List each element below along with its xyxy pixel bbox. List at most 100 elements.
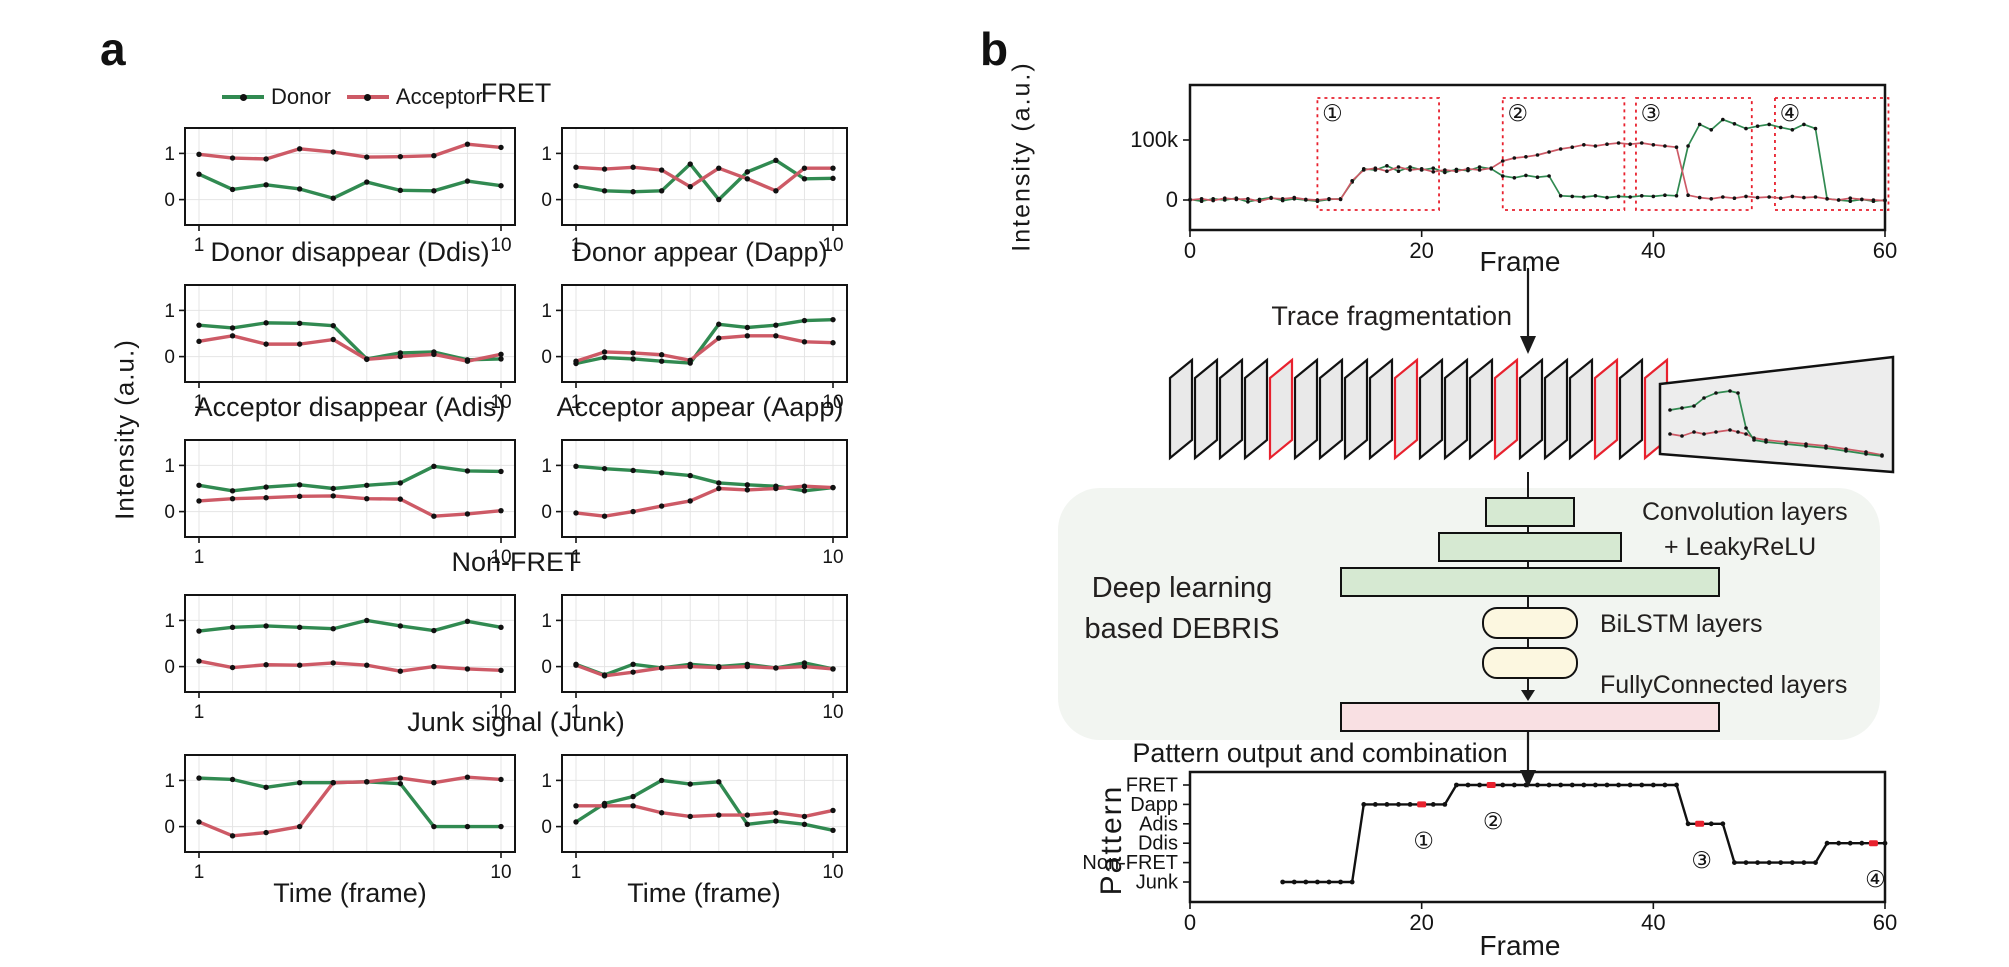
- acceptor-line-swatch: [346, 93, 389, 101]
- svg-text:20: 20: [1409, 910, 1433, 935]
- row-title-fret: FRET: [480, 78, 552, 108]
- marker-dot-icon: [239, 93, 247, 101]
- svg-text:1: 1: [541, 144, 552, 165]
- donor-line: [574, 317, 835, 366]
- chart-junk-left: 101 10: [164, 754, 516, 883]
- svg-text:40: 40: [1641, 910, 1665, 935]
- svg-text:60: 60: [1873, 910, 1897, 935]
- down-arrow-fragmentation: [1520, 268, 1536, 354]
- debris-container: [1058, 488, 1880, 740]
- acceptor-line: [197, 659, 503, 673]
- panel-a-legend: Donor Acceptor: [222, 84, 483, 110]
- svg-text:1: 1: [541, 611, 552, 632]
- pattern-section-title: Pattern output and combination: [1132, 738, 1508, 768]
- conv-layers-label: Convolution layers: [1642, 498, 1848, 526]
- svg-text:Junk: Junk: [1136, 872, 1179, 894]
- svg-text:①: ①: [1322, 101, 1343, 127]
- row-title-nonfret: Non-FRET: [451, 547, 581, 577]
- donor-line: [197, 321, 503, 362]
- svg-text:1: 1: [571, 235, 582, 256]
- svg-text:10: 10: [822, 547, 843, 568]
- chart-fret-left: 101 10: [164, 127, 516, 256]
- svg-text:0: 0: [1184, 910, 1196, 935]
- chart-dapp: 101 10: [541, 284, 848, 413]
- pattern-step-line: [1280, 782, 1888, 885]
- panel-a-label: a: [100, 23, 126, 75]
- donor-line-swatch: [222, 93, 264, 101]
- fullyconnected-layers-label: FullyConnected layers: [1600, 671, 1848, 699]
- svg-text:Dapp: Dapp: [1130, 794, 1178, 816]
- svg-text:1: 1: [164, 771, 175, 792]
- row-title-dapp: Donor appear (Dapp): [572, 237, 828, 267]
- svg-text:10: 10: [822, 392, 843, 413]
- svg-text:10: 10: [490, 547, 511, 568]
- svg-text:1: 1: [571, 702, 582, 723]
- leakyrelu-label: + LeakyReLU: [1664, 533, 1817, 561]
- svg-text:1: 1: [164, 456, 175, 477]
- donor-line: [197, 618, 503, 633]
- svg-text:0: 0: [541, 657, 552, 678]
- debris-title: Deep learning based DEBRIS: [1032, 568, 1332, 650]
- chart-nonfret-right: 101 10: [541, 594, 848, 723]
- trace-chart: 100k 0 0 20 40 60 ① ② ③ ④: [1130, 83, 1897, 263]
- panel-a-y-axis-label: Intensity (a.u.): [109, 339, 140, 520]
- svg-text:10: 10: [822, 235, 843, 256]
- panel-a-x-axis-label-right: Time (frame): [627, 878, 781, 908]
- bilstm-block-1: [1482, 607, 1578, 639]
- legend-item-donor: Donor: [222, 84, 331, 110]
- svg-text:20: 20: [1409, 238, 1433, 263]
- trace-chart-x-axis-label: Frame: [1479, 246, 1561, 277]
- donor-line: [197, 464, 503, 493]
- chart-junk-right: 101 10: [541, 754, 848, 883]
- conv-layer-block-2: [1438, 532, 1622, 562]
- svg-text:③: ③: [1641, 101, 1662, 127]
- row-title-ddis: Donor disappear (Ddis): [210, 237, 490, 267]
- legend-item-acceptor: Acceptor: [346, 84, 483, 110]
- svg-text:FRET: FRET: [1126, 775, 1178, 797]
- bilstm-layers-label: BiLSTM layers: [1600, 610, 1763, 638]
- svg-text:1: 1: [194, 235, 205, 256]
- acceptor-line: [574, 334, 835, 363]
- svg-text:0: 0: [1166, 187, 1178, 212]
- chart-nonfret-left: 101 10: [164, 594, 516, 723]
- svg-text:0: 0: [541, 347, 552, 368]
- svg-text:0: 0: [164, 657, 175, 678]
- svg-text:1: 1: [541, 301, 552, 322]
- svg-text:②: ②: [1507, 101, 1528, 127]
- acceptor-line: [574, 484, 835, 518]
- debris-title-line2: based DEBRIS: [1084, 613, 1280, 645]
- panel-a-x-axis-label-left: Time (frame): [273, 878, 427, 908]
- svg-text:1: 1: [541, 771, 552, 792]
- acceptor-line: [574, 804, 835, 819]
- legend-donor-label: Donor: [271, 84, 331, 109]
- svg-text:100k: 100k: [1130, 127, 1179, 152]
- conv-layer-block-1: [1485, 497, 1575, 527]
- svg-text:④: ④: [1865, 867, 1886, 893]
- svg-text:Adis: Adis: [1139, 813, 1178, 835]
- svg-text:1: 1: [194, 862, 205, 883]
- svg-text:0: 0: [164, 190, 175, 211]
- pattern-chart-x-axis-label: Frame: [1479, 930, 1561, 961]
- svg-text:10: 10: [490, 862, 511, 883]
- svg-text:0: 0: [541, 502, 552, 523]
- svg-text:10: 10: [490, 702, 511, 723]
- donor-line: [574, 778, 835, 832]
- front-card-mini-trace: [1668, 389, 1884, 458]
- svg-text:④: ④: [1780, 101, 1801, 127]
- acceptor-line: [197, 142, 503, 161]
- svg-text:0: 0: [164, 817, 175, 838]
- acceptor-line: [197, 334, 503, 363]
- donor-line: [197, 172, 503, 200]
- chart-fret-right: 101 10: [541, 127, 848, 256]
- fullyconnected-block: [1340, 702, 1720, 732]
- legend-acceptor-label: Acceptor: [395, 84, 483, 109]
- svg-text:40: 40: [1641, 238, 1665, 263]
- acceptor-line: [197, 775, 503, 838]
- svg-text:Ddis: Ddis: [1138, 833, 1178, 855]
- svg-text:1: 1: [571, 392, 582, 413]
- chart-aapp: 101 10: [541, 439, 848, 568]
- row-title-adis: Acceptor disappear (Adis): [194, 392, 506, 422]
- panel-b-label: b: [980, 23, 1009, 75]
- svg-text:1: 1: [194, 547, 205, 568]
